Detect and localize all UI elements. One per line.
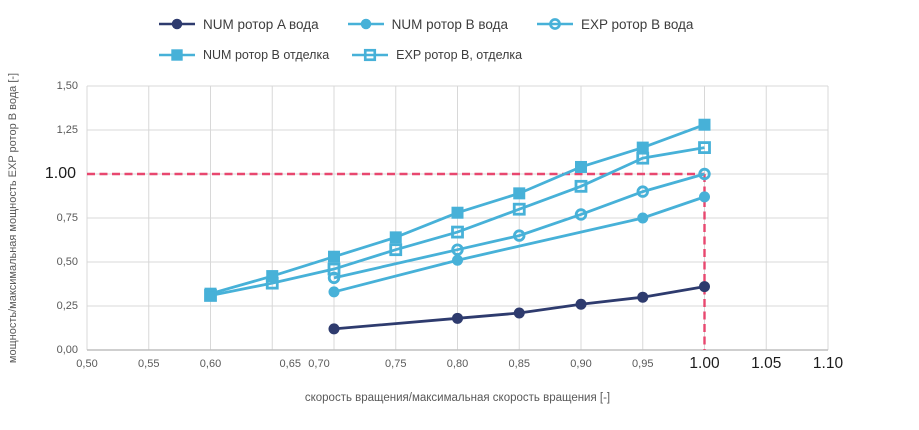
legend-marker-square-open-icon: [352, 48, 389, 62]
series-point-exp_b_otdelka: [636, 151, 650, 165]
series-point-exp_b_otdelka: [574, 179, 588, 193]
y-axis-title: мощность/максимальная мощность EXP ротор…: [7, 72, 19, 364]
y-tick-label: 0,75: [56, 212, 78, 224]
legend-row: NUM ротор A вода NUM ротор B вода EXP рото…: [158, 16, 721, 32]
series-point-num_a_voda: [452, 312, 463, 324]
series-point-num_a_voda: [575, 298, 587, 310]
x-tick-label: 0,50: [76, 358, 98, 370]
series-point-exp_b_otdelka: [512, 202, 526, 216]
series-point-num_a_voda: [328, 323, 340, 335]
legend-marker-circle-open-icon: [537, 18, 574, 30]
y-tick-label: 0,00: [56, 344, 78, 356]
x-tick-label: 1.10: [812, 355, 844, 372]
x-tick-label: 0,75: [385, 358, 407, 370]
series-point-num_b_voda: [699, 191, 710, 203]
y-tick-label: 1,25: [56, 124, 78, 136]
x-tick-label: 0,90: [570, 358, 592, 370]
legend-item-exp_b_otdelka: EXP ротор B, отделка: [351, 47, 522, 63]
series-point-exp_b_otdelka: [204, 289, 217, 302]
x-tick-label: 0,65: [279, 358, 301, 370]
series-point-num_a_voda: [513, 307, 525, 319]
x-tick-label: 0,70: [308, 358, 330, 370]
series-line-exp_b_otdelka: [210, 146, 705, 297]
legend-marker-shape: [171, 49, 183, 61]
series-point-num_a_voda: [699, 281, 710, 293]
series-point-num_b_otdelka: [698, 118, 711, 131]
series-point-exp_b_voda: [636, 185, 649, 198]
x-tick-label: 0,60: [199, 358, 222, 370]
series-line-num_b_voda: [333, 195, 705, 294]
legend-item-num_a_voda: NUM ротор A вода: [158, 16, 319, 32]
legend-marker-shape: [364, 48, 377, 62]
legend-marker-shape: [549, 18, 561, 30]
series-point-num_b_otdelka: [636, 141, 649, 154]
series-point-num_b_otdelka: [575, 160, 587, 173]
legend: NUM ротор A вода NUM ротор B вода EXP рото…: [158, 16, 721, 78]
legend-marker-square-filled-icon: [159, 49, 195, 61]
legend-label: NUM ротор A вода: [203, 16, 319, 32]
series-point-exp_b_voda: [698, 167, 711, 181]
y-tick-label: 0,50: [56, 256, 78, 268]
x-tick-label: 1.05: [751, 355, 782, 372]
legend-label: NUM ротор B вода: [391, 16, 509, 32]
series-point-exp_b_otdelka: [451, 225, 464, 239]
x-tick-label: 1.00: [689, 355, 720, 372]
series-point-exp_b_otdelka: [265, 276, 279, 290]
y-tick-label: 0,25: [56, 300, 78, 312]
series-point-exp_b_otdelka: [389, 243, 403, 257]
series-point-num_b_otdelka: [389, 231, 402, 244]
series-point-num_a_voda: [637, 291, 649, 303]
series-point-num_b_voda: [452, 254, 463, 266]
legend-marker-shape: [360, 18, 371, 30]
legend-item-num_b_voda: NUM ротор B вода: [347, 16, 508, 32]
legend-marker-shape: [171, 18, 183, 30]
x-tick-label: 0,80: [446, 358, 469, 370]
series-point-num_b_voda: [328, 286, 340, 298]
series-point-exp_b_voda: [574, 208, 588, 221]
series-point-num_b_otdelka: [451, 206, 464, 219]
y-tick-label: 1,50: [56, 80, 78, 92]
legend-label: NUM ротор B отделка: [203, 48, 330, 62]
legend-label: EXP ротор B вода: [581, 16, 694, 32]
legend-item-exp_b_voda: EXP ротор B вода: [536, 16, 693, 32]
x-tick-label: 0,55: [138, 358, 160, 370]
legend-marker-circle-filled-icon: [159, 18, 195, 30]
legend-row: NUM ротор B отделка EXP ротор B, отделка: [158, 47, 721, 63]
series-point-num_b_otdelka: [513, 187, 526, 200]
series-line-exp_b_voda: [333, 172, 705, 280]
series-point-num_b_voda: [637, 212, 649, 224]
series-line-num_a_voda: [333, 285, 705, 331]
x-tick-label: 0,85: [508, 358, 530, 370]
legend-label: EXP ротор B, отделка: [396, 48, 523, 62]
series-point-exp_b_voda: [451, 243, 464, 256]
y-tick-label: 1.00: [44, 165, 76, 182]
series-point-exp_b_otdelka: [327, 262, 341, 276]
series-point-exp_b_otdelka: [698, 141, 711, 155]
series-point-num_b_otdelka: [328, 250, 340, 263]
x-tick-label: 0,95: [632, 358, 654, 370]
x-axis-title: скорость вращения/максимальная скорость …: [304, 392, 611, 404]
legend-marker-circle-filled-icon: [347, 18, 384, 30]
legend-item-num_b_otdelka: NUM ротор B отделка: [158, 47, 329, 63]
series-point-exp_b_voda: [513, 229, 526, 242]
